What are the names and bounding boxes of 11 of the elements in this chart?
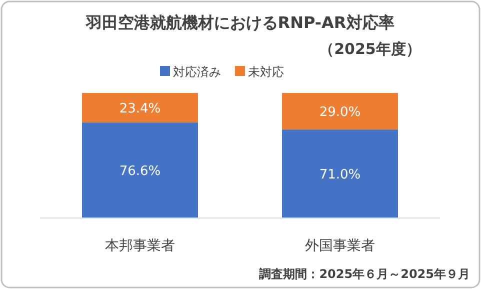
legend-label: 未対応 bbox=[248, 65, 284, 79]
chart-title: 羽田空港就航機材におけるRNP-AR対応率 bbox=[84, 13, 394, 32]
data-label: 23.4% bbox=[119, 102, 161, 117]
x-tick-label: 本邦事業者 bbox=[105, 238, 175, 254]
data-label: 29.0% bbox=[319, 105, 361, 120]
legend-label: 対応済み bbox=[173, 65, 221, 79]
data-label: 76.6% bbox=[119, 164, 161, 180]
chart-subtitle: （2025年度） bbox=[319, 40, 421, 58]
x-tick-label: 外国事業者 bbox=[305, 238, 375, 254]
data-label: 71.0% bbox=[319, 168, 361, 183]
text: 調査期間：2025年６月～2025年９月 bbox=[258, 267, 470, 281]
